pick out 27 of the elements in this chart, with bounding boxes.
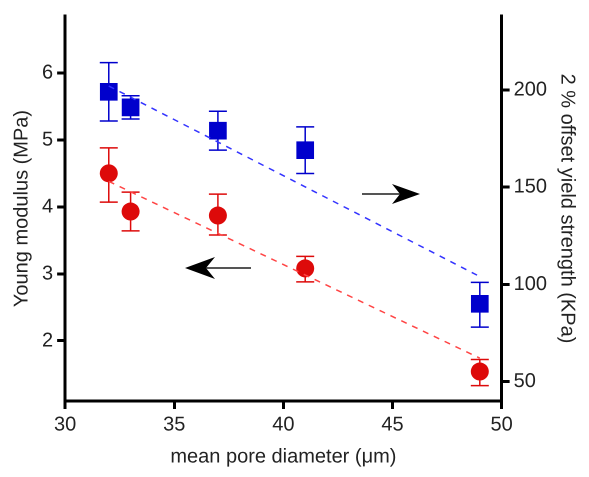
x-tick-label: 50 — [490, 414, 513, 436]
y2-tick-label: 200 — [514, 78, 548, 100]
point — [470, 294, 489, 313]
x-tick-label: 45 — [381, 414, 404, 436]
point — [100, 82, 118, 101]
y2-tick-label: 100 — [514, 272, 548, 295]
y2-tick-label: 150 — [514, 176, 548, 198]
y-tick-label: 4 — [42, 195, 54, 218]
x-tick-label: 40 — [272, 414, 294, 436]
point — [296, 259, 314, 278]
y-tick-label: 2 — [42, 329, 54, 352]
x-tick-label: 35 — [163, 414, 186, 436]
x-tick-label: 30 — [54, 414, 76, 436]
point — [208, 206, 227, 225]
point — [100, 164, 118, 182]
point — [122, 98, 140, 116]
point — [296, 141, 314, 160]
point — [122, 202, 140, 221]
y-axis-title: Young modulus (MPa) — [10, 110, 33, 308]
x-axis-title: mean pore diameter (μm) — [170, 446, 396, 468]
y-tick-label: 5 — [42, 128, 54, 150]
y-tick-label: 3 — [42, 262, 54, 284]
y-tick-label: 6 — [42, 61, 54, 84]
point — [470, 362, 489, 381]
y2-axis-title: 2 % offset yield strength (KPa) — [556, 74, 578, 344]
y2-tick-label: 50 — [514, 370, 536, 392]
point — [209, 122, 227, 140]
